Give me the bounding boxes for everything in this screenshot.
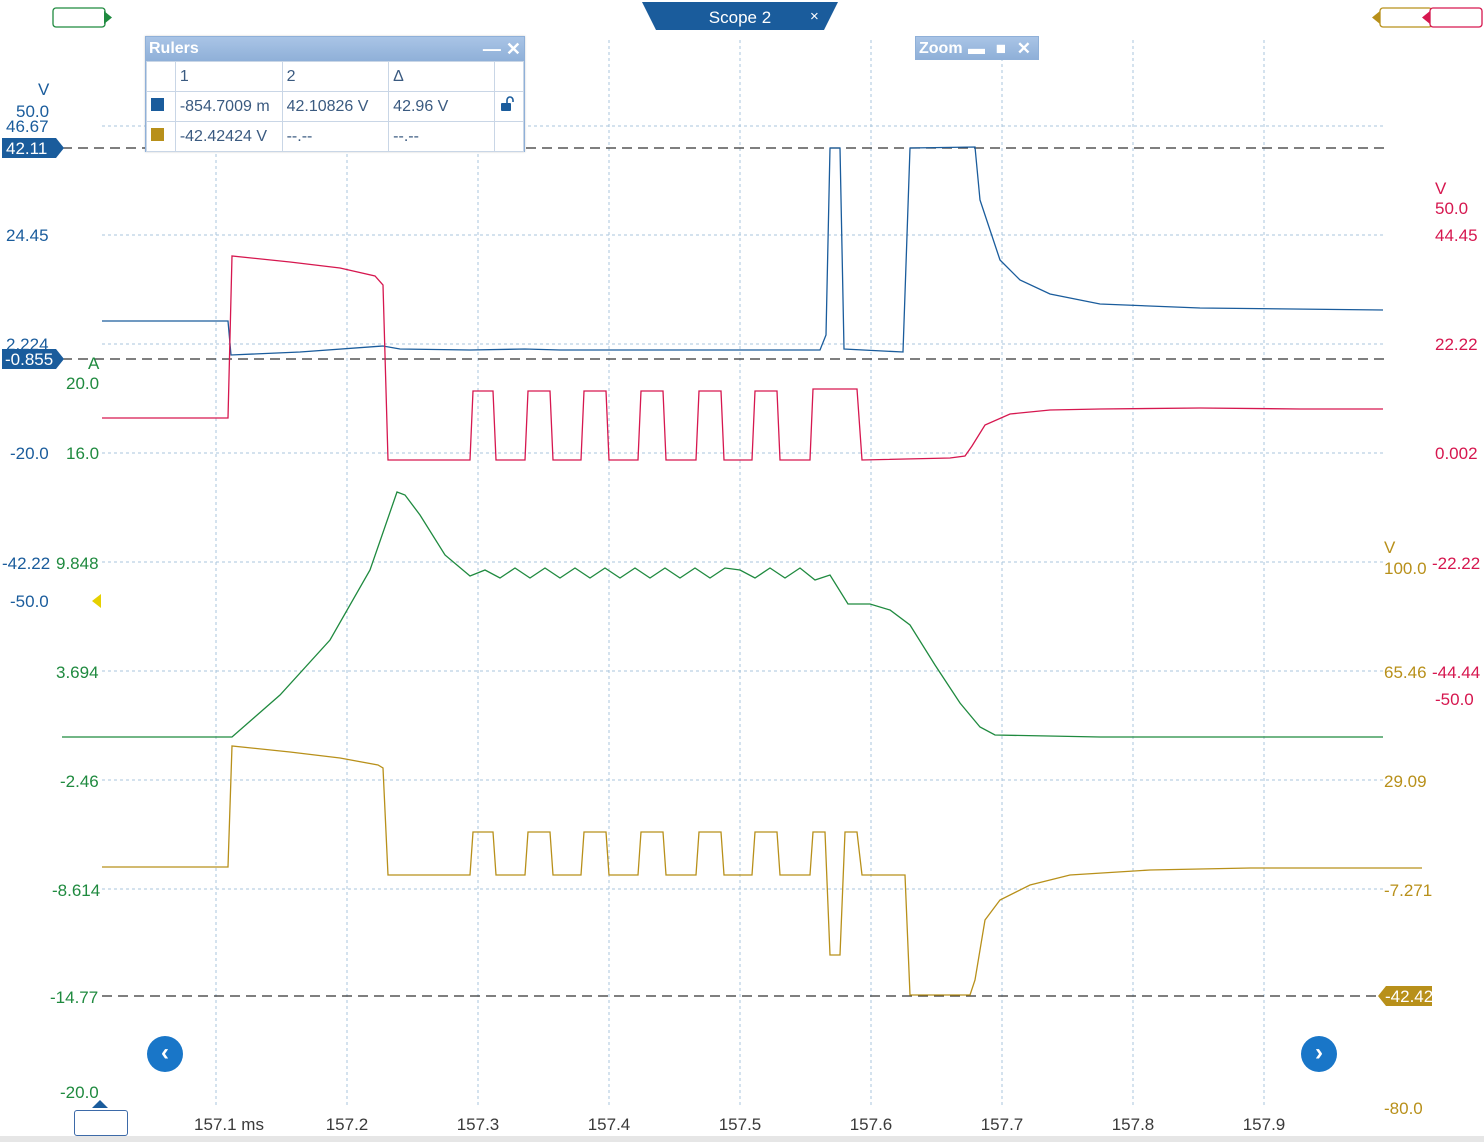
gold-tick: -7.271 <box>1384 881 1432 900</box>
previous-arrow-icon[interactable]: ‹ <box>147 1036 183 1072</box>
blue-ruler-1-marker[interactable]: 42.11 <box>2 138 64 158</box>
channel-green-trace <box>62 491 1383 738</box>
red-tick: 22.22 <box>1435 335 1478 354</box>
close-icon[interactable]: ✕ <box>505 39 521 59</box>
ruler-delta: --.-- <box>388 121 496 152</box>
red-tick: -22.22 <box>1432 554 1480 573</box>
ruler-value: 42.10826 V <box>281 91 390 122</box>
green-tick: 9.848 <box>56 554 99 573</box>
zoom-panel[interactable]: Zoom ▬ ■ ✕ <box>915 36 1039 60</box>
red-tick: 50.0 <box>1435 199 1468 218</box>
zoom-title: Zoom <box>919 40 963 57</box>
blue-tick: 24.45 <box>6 226 49 245</box>
red-tick: 0.002 <box>1435 444 1478 463</box>
green-tick: 16.0 <box>66 444 99 463</box>
ruler-value: -854.7009 m <box>174 91 283 122</box>
x-tick: 157.4 <box>588 1115 631 1134</box>
green-tick: -20.0 <box>60 1083 99 1102</box>
bottom-scrollbar[interactable] <box>0 1136 1484 1142</box>
ruler-value: -42.42424 V <box>174 121 283 152</box>
rulers-col-header: Δ <box>388 61 496 92</box>
channel-button-right-gold[interactable] <box>1372 7 1433 28</box>
rulers-panel[interactable]: Rulers — ✕ 1 2 Δ -854.7009 m 42.10826 V … <box>145 36 525 152</box>
channel-gold-trace <box>102 745 1422 996</box>
x-tick: 157.5 <box>719 1115 762 1134</box>
blue-ruler-2-label: -0.855 <box>5 350 53 369</box>
ruler-row-blue: -854.7009 m 42.10826 V 42.96 V <box>146 91 524 122</box>
x-tick: 157.6 <box>850 1115 893 1134</box>
gold-axis-unit: V <box>1384 538 1396 557</box>
x-tick: 157.3 <box>457 1115 500 1134</box>
ruler-delta: 42.96 V <box>388 91 496 122</box>
gold-ruler-marker[interactable]: -42.42 <box>1378 986 1433 1006</box>
blue-tick: -50.0 <box>10 592 49 611</box>
timebase-marker-icon[interactable] <box>92 1100 108 1108</box>
channel-red-trace <box>102 255 1383 461</box>
green-tick: -14.77 <box>50 988 98 1007</box>
zoom-window-controls[interactable]: ▬ ■ ✕ <box>968 39 1034 58</box>
blue-ruler-1-label: 42.11 <box>6 139 47 158</box>
rulers-col-header: 2 <box>281 61 390 92</box>
blue-tick: -42.22 <box>2 554 50 573</box>
blue-tick: 50.0 <box>16 102 49 121</box>
gold-tick: 29.09 <box>1384 772 1427 791</box>
x-tick: 157.1 ms <box>194 1115 264 1134</box>
next-arrow-icon[interactable]: › <box>1301 1036 1337 1072</box>
channel-blue-trace <box>102 146 1384 356</box>
ruler-row-gold: -42.42424 V --.-- --.-- <box>146 121 524 152</box>
x-tick: 157.8 <box>1112 1115 1155 1134</box>
rulers-title: Rulers <box>149 40 199 57</box>
blue-axis-unit: V <box>38 80 50 99</box>
x-tick: 157.9 <box>1243 1115 1286 1134</box>
channel-button-left[interactable] <box>52 7 112 28</box>
gold-tick: -80.0 <box>1384 1099 1423 1118</box>
green-tick: -8.614 <box>52 881 100 900</box>
green-tick: 3.694 <box>56 663 99 682</box>
green-tick: 20.0 <box>66 374 99 393</box>
ruler-lines[interactable] <box>62 147 1385 997</box>
grid <box>102 40 1385 1105</box>
blue-tick: -20.0 <box>10 444 49 463</box>
minimize-icon[interactable]: — <box>482 39 501 59</box>
red-tick: -44.44 <box>1432 663 1480 682</box>
scope-title: Scope 2 <box>708 8 772 27</box>
green-axis-unit: A <box>88 354 100 373</box>
ruler-value: --.-- <box>281 121 390 152</box>
blue-tick: 46.67 <box>6 117 49 136</box>
gold-ruler-label: -42.42 <box>1385 987 1433 1006</box>
x-tick: 157.2 <box>326 1115 369 1134</box>
close-icon[interactable]: × <box>810 8 819 25</box>
gold-tick: 65.46 <box>1384 663 1427 682</box>
blue-ruler-2-marker[interactable]: -0.855 <box>2 349 64 369</box>
trigger-marker-icon[interactable] <box>92 594 101 608</box>
channel-button-right-red[interactable] <box>1422 7 1483 28</box>
gold-tick: 100.0 <box>1384 559 1427 578</box>
blue-swatch-icon <box>151 97 164 111</box>
red-tick: -50.0 <box>1435 690 1474 709</box>
green-tick: -2.46 <box>60 772 99 791</box>
timebase-button[interactable] <box>74 1110 128 1136</box>
scope-title-tab[interactable]: Scope 2 × <box>642 2 838 30</box>
unlock-icon[interactable] <box>499 96 515 112</box>
gold-swatch-icon <box>151 127 164 141</box>
x-tick: 157.7 <box>981 1115 1024 1134</box>
rulers-col-header: 1 <box>174 61 283 92</box>
red-axis-unit: V <box>1435 179 1447 198</box>
red-tick: 44.45 <box>1435 226 1478 245</box>
